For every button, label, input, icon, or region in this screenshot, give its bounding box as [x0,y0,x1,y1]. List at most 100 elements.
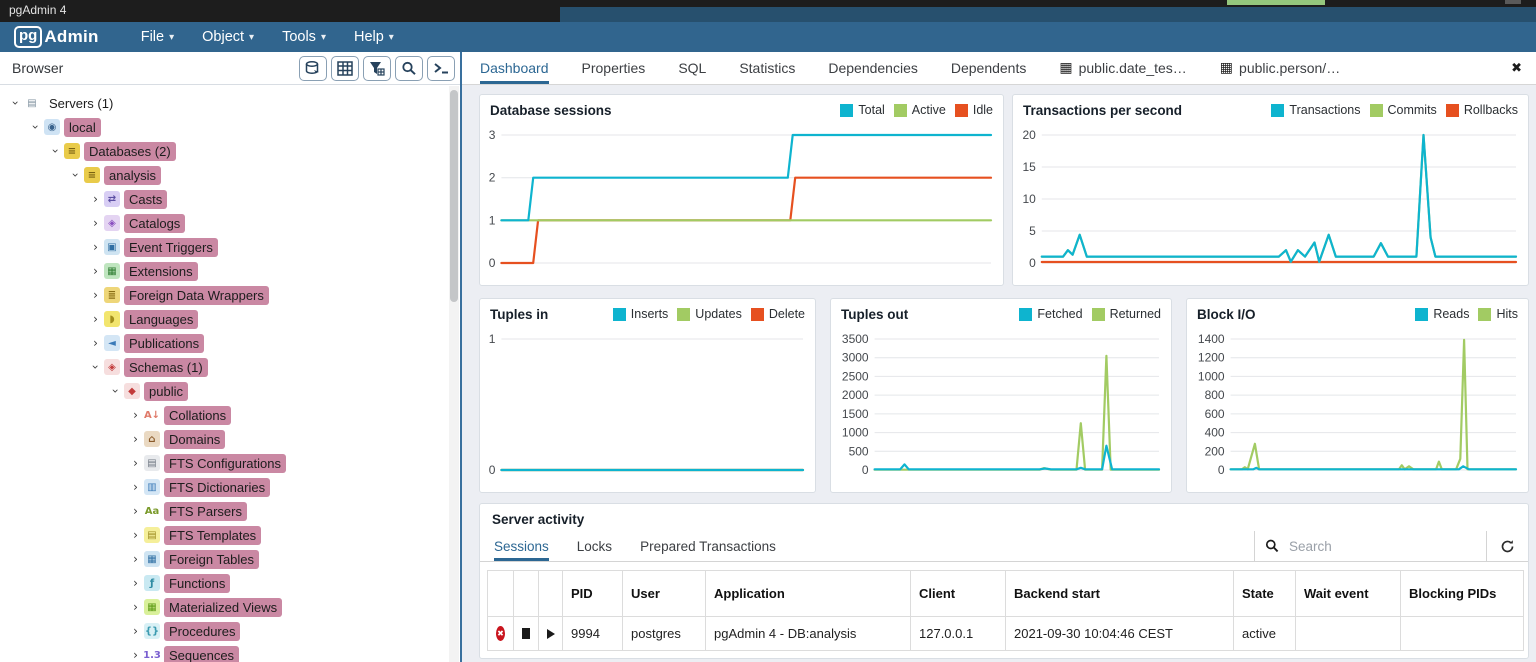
tree-item-materialized-views[interactable]: › ▦ Materialized Views [0,595,450,619]
tree-item-extensions[interactable]: › ▦ Extensions [0,259,450,283]
tree-item-sequences[interactable]: › 1.3 Sequences [0,643,450,662]
cell: pgAdmin 4 - DB:analysis [705,616,911,651]
search-objects-icon[interactable] [395,55,423,81]
tree-item-label: Sequences [164,645,240,662]
svg-text:0: 0 [489,463,496,477]
server-activity-panel: Server activity Sessions Locks Prepared Tr… [479,503,1529,659]
activity-tab-prepared-transactions[interactable]: Prepared Transactions [640,538,776,554]
tab-dashboard[interactable]: Dashboard [480,52,549,84]
tree-item-servers-1[interactable]: › ▤ Servers (1) [0,91,450,115]
chevron-down-icon[interactable]: › [8,100,23,106]
expand-details-icon[interactable] [546,628,555,639]
database-icon: ≡ [84,167,100,183]
tree-item-public[interactable]: › ◆ public [0,379,450,403]
tree-item-collations[interactable]: › A↓ Collations [0,403,450,427]
tree-item-casts[interactable]: › ⇄ Casts [0,187,450,211]
tree-scrollbar-thumb[interactable] [450,90,458,302]
chevron-right-icon[interactable]: › [93,336,98,350]
col-state: State [1233,570,1296,617]
tab-public-date-tes[interactable]: ▦ public.date_tes… [1059,52,1186,84]
tab-label: Dependents [950,60,1027,76]
tree-item-databases-2[interactable]: › ≡ Databases (2) [0,139,450,163]
cancel-session-icon[interactable]: ✖ [496,626,505,641]
tab-label: public.person/… [1239,60,1341,76]
chevron-down-icon[interactable]: › [68,172,83,178]
sessions-table-wrap: PID User Application Client Backend start Sta… [487,570,1524,651]
terminate-session-icon[interactable] [522,628,530,639]
tree-item-analysis[interactable]: › ≡ analysis [0,163,450,187]
panel-divider[interactable] [460,52,462,662]
chevron-right-icon[interactable]: › [133,408,138,422]
transactions-per-second-chart: 20 15 10 5 0 [1022,128,1518,270]
close-icon[interactable]: ✖ [1511,60,1522,76]
activity-tab-locks[interactable]: Locks [576,538,613,554]
tree-item-publications[interactable]: › ◄ Publications [0,331,450,355]
psql-tool-icon[interactable] [427,55,455,81]
chevron-right-icon[interactable]: › [133,528,138,542]
chevron-right-icon[interactable]: › [133,600,138,614]
menu-file[interactable]: File ▾ [141,29,174,45]
chevron-right-icon[interactable]: › [93,264,98,278]
query-tool-icon[interactable] [331,55,359,81]
tuples-out-panel: Tuples out Fetched Returned 3500 3000 2500 20… [830,298,1172,493]
tab-dependents[interactable]: Dependents [951,52,1027,84]
chevron-right-icon[interactable]: › [133,480,138,494]
chevron-right-icon[interactable]: › [93,288,98,302]
filtered-rows-icon[interactable] [363,55,391,81]
chevron-down-icon[interactable]: › [88,364,103,370]
chevron-right-icon[interactable]: › [133,576,138,590]
tree-item-fts-parsers[interactable]: › Aa FTS Parsers [0,499,450,523]
session-row: ✖ 9994 postgres pgAdmin 4 - DB:analysis 127.… [487,616,1524,651]
tree-item-languages[interactable]: › ◗ Languages [0,307,450,331]
chevron-down-icon[interactable]: › [48,148,63,154]
search-input[interactable] [1289,538,1449,554]
tree-item-fts-templates[interactable]: › ▤ FTS Templates [0,523,450,547]
chevron-right-icon[interactable]: › [133,648,138,662]
chart-legend: Fetched Returned [1010,307,1161,321]
chevron-right-icon[interactable]: › [133,432,138,446]
tab-public-person[interactable]: ▦ public.person/… [1220,52,1340,84]
tree-item-catalogs[interactable]: › ◈ Catalogs [0,211,450,235]
chevron-right-icon[interactable]: › [133,504,138,518]
refresh-button[interactable] [1486,531,1528,561]
tree-item-fts-configurations[interactable]: › ▤ FTS Configurations [0,451,450,475]
tab-statistics[interactable]: Statistics [739,52,795,84]
menu-help[interactable]: Help ▾ [354,29,394,45]
table-icon: ▦ [1219,60,1234,76]
chevron-down-icon[interactable]: › [108,388,123,394]
storage-manager-icon[interactable] [299,55,327,81]
tree-item-label: Casts [124,189,168,209]
chevron-right-icon[interactable]: › [93,192,98,206]
tab-properties[interactable]: Properties [582,52,646,84]
chevron-right-icon[interactable]: › [93,312,98,326]
legend-updates: Updates [677,307,742,321]
tree-item-label: FTS Dictionaries [164,477,271,497]
tree-item-schemas-1[interactable]: › ◈ Schemas (1) [0,355,450,379]
activity-tab-sessions[interactable]: Sessions [494,531,549,561]
tree-scrollbar[interactable] [449,86,459,662]
tree-item-label: Catalogs [124,213,186,233]
chevron-right-icon[interactable]: › [133,456,138,470]
tree-item-fts-dictionaries[interactable]: › ▥ FTS Dictionaries [0,475,450,499]
window-controls[interactable] [1505,0,1521,4]
tab-sql[interactable]: SQL [678,52,706,84]
tree-item-foreign-data-wrappers[interactable]: › ≣ Foreign Data Wrappers [0,283,450,307]
menu-object[interactable]: Object ▾ [202,29,254,45]
tree-item-event-triggers[interactable]: › ▣ Event Triggers [0,235,450,259]
chevron-down-icon[interactable]: › [28,124,43,130]
chevron-right-icon[interactable]: › [133,552,138,566]
svg-text:2000: 2000 [842,388,869,402]
menu-tools[interactable]: Tools ▾ [282,29,326,45]
tab-label: public.date_tes… [1078,60,1187,76]
tree-item-functions[interactable]: › ƒ Functions [0,571,450,595]
tree-item-local[interactable]: › ◉ local [0,115,450,139]
tab-dependencies[interactable]: Dependencies [828,52,918,84]
tree-item-foreign-tables[interactable]: › ▦ Foreign Tables [0,547,450,571]
tree-item-procedures[interactable]: › {} Procedures [0,619,450,643]
chevron-right-icon[interactable]: › [93,240,98,254]
publications-icon: ◄ [104,335,120,351]
chevron-right-icon[interactable]: › [133,624,138,638]
tree-item-domains[interactable]: › ⌂ Domains [0,427,450,451]
tree-item-label: Event Triggers [124,237,218,257]
chevron-right-icon[interactable]: › [93,216,98,230]
